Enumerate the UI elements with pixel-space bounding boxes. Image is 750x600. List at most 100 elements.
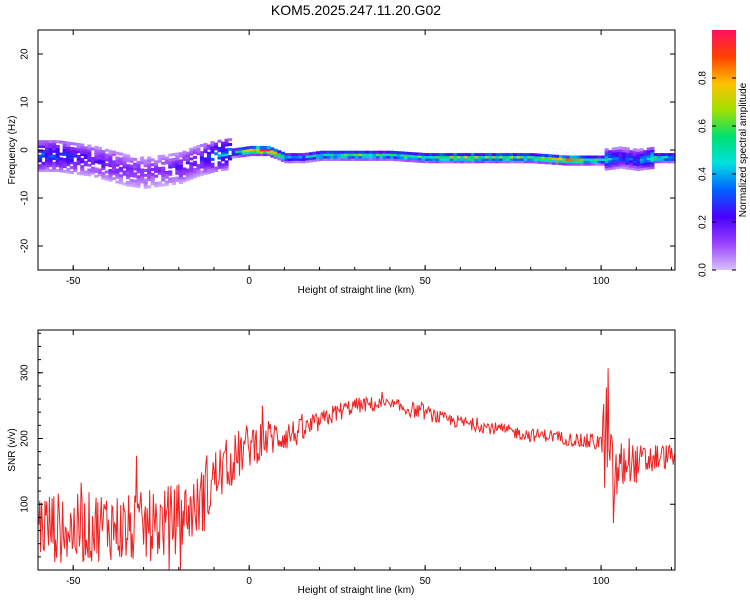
spectrogram-cell xyxy=(601,160,606,164)
spectrogram-cell xyxy=(632,153,637,157)
spectrogram-cell xyxy=(182,179,187,183)
spectrogram-cell xyxy=(590,160,595,164)
spectrogram-cell xyxy=(302,153,307,157)
spectrogram-cell xyxy=(323,155,328,159)
spectrogram-cell xyxy=(168,163,173,167)
spectrogram-cell xyxy=(425,157,430,161)
spectrogram-cell xyxy=(52,149,57,153)
spectrogram-cell xyxy=(309,154,314,158)
spectrogram-cell xyxy=(650,166,655,170)
spectrogram-cell xyxy=(287,160,292,164)
spectrogram-cell xyxy=(126,181,131,184)
spectrogram-cell xyxy=(632,157,637,161)
spectrogram-cell xyxy=(192,148,197,152)
spectrogram-cell xyxy=(133,157,138,161)
spectrogram-cell xyxy=(643,164,648,168)
spectrogram-cell xyxy=(488,157,493,161)
spectrogram-cell xyxy=(488,155,493,159)
spectrogram-cell xyxy=(418,152,423,156)
spectrogram-cell xyxy=(421,155,426,159)
spectrogram-cell xyxy=(294,153,299,157)
spectrogram-cell xyxy=(178,159,183,163)
spectrogram-cell xyxy=(611,152,616,156)
spectrogram-cell xyxy=(80,167,85,171)
spectrogram-cell xyxy=(463,157,468,161)
x-tick-label: -50 xyxy=(66,276,81,287)
spectrogram-cell xyxy=(337,153,342,157)
spectrogram-cell xyxy=(108,149,113,153)
spectrogram-cell xyxy=(615,151,620,155)
spectrogram-cell xyxy=(646,152,651,156)
spectrogram-cell xyxy=(337,150,342,154)
spectrogram-cell xyxy=(298,155,303,159)
spectrogram-cell xyxy=(217,156,222,160)
spectrogram-cell xyxy=(178,166,183,170)
spectrogram-cell xyxy=(69,151,74,155)
spectrogram-cell xyxy=(576,160,581,164)
spectrogram-cell xyxy=(206,151,211,155)
spectrogram-cell xyxy=(474,157,479,161)
spectrogram-cell xyxy=(530,157,535,161)
spectrogram-cell xyxy=(143,183,148,187)
spectrogram-cell xyxy=(80,148,85,152)
x-tick-label: 100 xyxy=(593,276,610,287)
spectrogram-cell xyxy=(643,157,648,161)
colorbar-ticks: 0.0 0.2 0.4 0.6 0.8 xyxy=(698,71,736,277)
spectrogram-cell xyxy=(340,157,345,161)
spectrogram-cell xyxy=(108,159,113,163)
spectrogram-cell xyxy=(52,166,57,170)
spectrogram-cell xyxy=(615,149,620,153)
spectrogram-cell xyxy=(143,159,148,163)
spectrogram-cell xyxy=(150,175,155,179)
spectrogram-cell xyxy=(456,160,461,164)
spectrogram-cell xyxy=(41,169,46,172)
spectrogram-cell xyxy=(168,177,173,181)
spectrogram-cell xyxy=(499,153,504,157)
spectrogram-cell xyxy=(580,157,585,161)
spectrogram-cell xyxy=(340,153,345,157)
spectrogram-cell xyxy=(228,157,233,161)
spectrogram-cell xyxy=(129,159,134,163)
spectrogram-cell xyxy=(66,158,71,162)
spectrogram-cell xyxy=(485,155,490,159)
spectrogram-cell xyxy=(495,155,500,159)
spectrogram-cell xyxy=(168,160,173,164)
spectrogram-cell xyxy=(544,161,549,165)
spectrogram-cell xyxy=(629,164,634,168)
spectrogram-cell xyxy=(55,154,60,158)
spectrogram-cell xyxy=(252,145,257,149)
spectrogram-cell xyxy=(150,163,155,167)
spectrogram-cell xyxy=(62,150,67,154)
spectrogram-cell xyxy=(407,159,412,163)
spectrogram-cell xyxy=(527,157,532,161)
spectrogram-cell xyxy=(143,173,148,177)
spectrogram-cell xyxy=(502,153,507,157)
spectrogram-cell xyxy=(129,171,134,175)
spectrogram-cell xyxy=(87,151,92,155)
spectrogram-cell xyxy=(115,156,120,160)
spectrogram-cell xyxy=(164,173,169,177)
spectrogram-cell xyxy=(653,155,658,159)
spectrogram-cell xyxy=(256,150,261,154)
spectrogram-cell xyxy=(488,160,493,164)
spectrogram-cell xyxy=(379,157,384,161)
x-tick-label: -50 xyxy=(66,576,81,587)
spectrogram-cell xyxy=(203,169,208,173)
spectrogram-cell xyxy=(280,151,285,155)
spectrogram-cell xyxy=(175,159,180,163)
spectrogram-cell xyxy=(534,153,539,157)
spectrogram-cell xyxy=(382,155,387,159)
spectrogram-cell xyxy=(192,168,197,171)
spectrogram-cell xyxy=(259,150,264,154)
spectrogram-cell xyxy=(611,149,616,153)
spectrogram-cell xyxy=(101,164,106,168)
spectrogram-cell xyxy=(143,185,148,189)
spectrogram-cell xyxy=(407,154,412,158)
spectrogram-cell xyxy=(393,158,398,162)
spectrogram-cell xyxy=(157,155,162,158)
spectrogram-cell xyxy=(467,155,472,159)
spectrogram-cell xyxy=(136,170,141,174)
spectrogram-cell xyxy=(565,162,570,166)
spectrogram-cell xyxy=(94,169,99,173)
spectrogram-cell xyxy=(671,155,676,159)
